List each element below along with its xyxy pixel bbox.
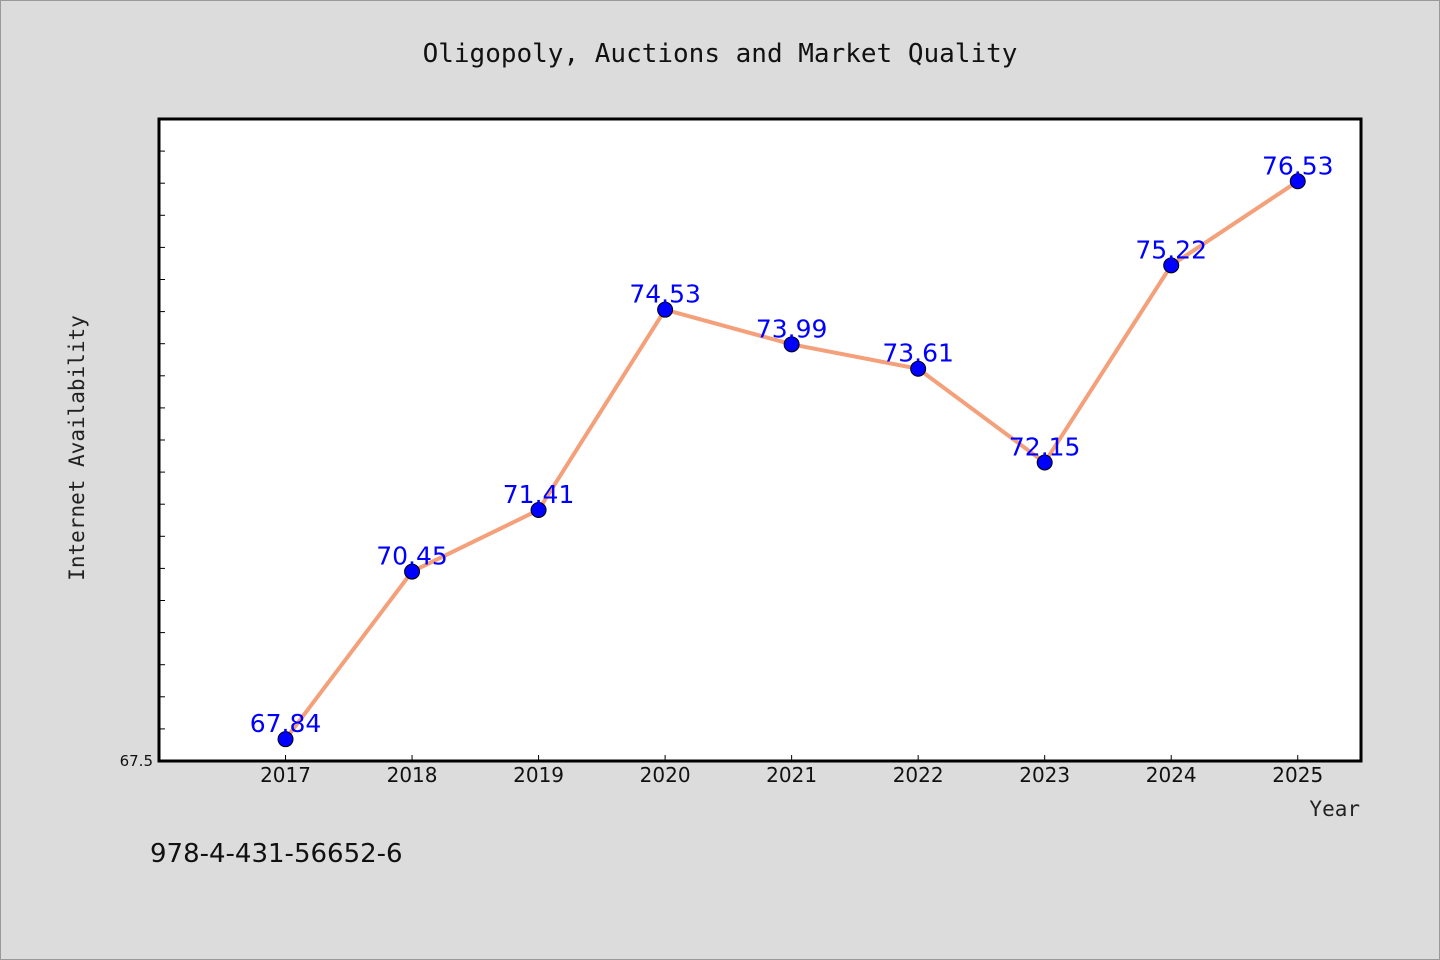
data-point bbox=[783, 336, 800, 353]
data-label: 75.22 bbox=[1135, 235, 1207, 264]
data-point bbox=[404, 563, 421, 580]
data-labels: 67.84 70.45 71.41 74.53 73.99 73.61 72.15 75.22… bbox=[250, 151, 1334, 738]
chart-title: Oligopoly, Auctions and Market Quality bbox=[423, 39, 1018, 69]
x-tick-label: 2023 bbox=[1019, 763, 1070, 787]
data-label: 71.41 bbox=[503, 480, 575, 509]
isbn-text: 978-4-431-56652-6 bbox=[150, 839, 403, 869]
data-point bbox=[1163, 257, 1180, 274]
data-label: 67.84 bbox=[250, 709, 322, 738]
data-label: 76.53 bbox=[1262, 151, 1334, 180]
data-point bbox=[657, 301, 674, 318]
x-tick-label: 2020 bbox=[640, 763, 691, 787]
x-tick-label: 2022 bbox=[893, 763, 944, 787]
x-tick-label: 2021 bbox=[766, 763, 817, 787]
series-markers bbox=[277, 173, 1306, 748]
y-axis-label: Internet Availability bbox=[65, 315, 89, 581]
x-tick-label: 2024 bbox=[1146, 763, 1197, 787]
y-axis-ticks bbox=[159, 118, 165, 762]
x-axis-ticks bbox=[285, 755, 1299, 761]
x-axis-label: Year bbox=[1309, 797, 1360, 821]
data-point bbox=[910, 360, 927, 377]
x-tick-label: 2018 bbox=[387, 763, 438, 787]
data-label: 74.53 bbox=[629, 280, 701, 309]
x-tick-label: 2017 bbox=[260, 763, 311, 787]
data-point bbox=[1036, 454, 1053, 471]
x-tick-label: 2019 bbox=[513, 763, 564, 787]
data-label: 73.99 bbox=[756, 314, 828, 343]
plot-area bbox=[157, 117, 1363, 763]
x-tick-label: 2025 bbox=[1272, 763, 1323, 787]
x-axis-tick-labels: 2017 2018 2019 2020 2021 2022 2023 2024 2025 bbox=[260, 763, 1323, 787]
data-label: 70.45 bbox=[376, 542, 448, 571]
data-point bbox=[530, 501, 547, 518]
data-point bbox=[277, 731, 294, 748]
data-point bbox=[1289, 173, 1306, 190]
y-tick-label: 67.5 bbox=[120, 752, 153, 770]
data-label: 73.61 bbox=[882, 339, 954, 368]
data-label: 72.15 bbox=[1009, 432, 1081, 461]
